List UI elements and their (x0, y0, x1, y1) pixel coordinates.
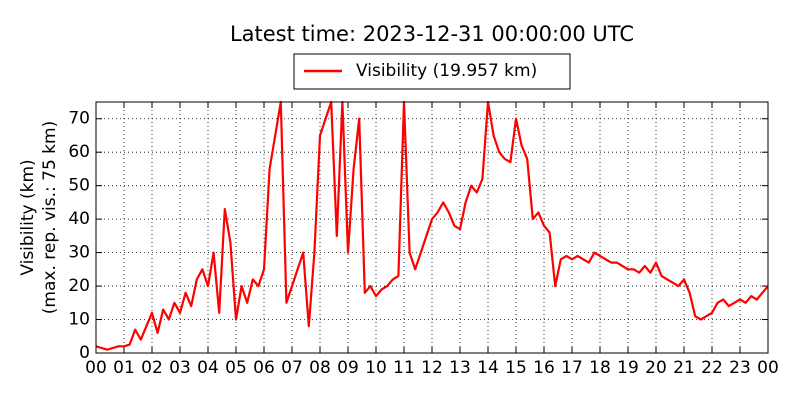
x-tick-label: 07 (281, 358, 303, 378)
x-tick-label: 23 (729, 358, 751, 378)
chart-title: Latest time: 2023-12-31 00:00:00 UTC (230, 22, 634, 46)
legend-label: Visibility (19.957 km) (356, 61, 537, 81)
y-tick-label: 50 (68, 176, 90, 196)
y-tick-label: 60 (68, 142, 90, 162)
y-tick-label: 40 (68, 209, 90, 229)
x-tick-label: 21 (673, 358, 695, 378)
y-tick-label: 10 (68, 310, 90, 330)
y-axis-label: Visibility (km) (18, 159, 38, 275)
x-tick-label: 18 (589, 358, 611, 378)
y-tick-label: 30 (68, 243, 90, 263)
y-tick-label: 20 (68, 276, 90, 296)
y-axis-label: (max. rep. vis.: 75 km) (40, 121, 60, 314)
x-tick-label: 13 (449, 358, 471, 378)
x-tick-label: 00 (757, 358, 779, 378)
x-tick-label: 14 (477, 358, 499, 378)
y-tick-label: 70 (68, 109, 90, 129)
x-tick-label: 06 (253, 358, 275, 378)
x-tick-label: 20 (645, 358, 667, 378)
x-tick-label: 05 (225, 358, 247, 378)
x-tick-label: 12 (421, 358, 443, 378)
x-tick-label: 08 (309, 358, 331, 378)
x-tick-label: 11 (393, 358, 415, 378)
x-tick-label: 15 (505, 358, 527, 378)
x-tick-label: 17 (561, 358, 583, 378)
x-tick-label: 16 (533, 358, 555, 378)
x-tick-label: 10 (365, 358, 387, 378)
x-tick-label: 04 (197, 358, 219, 378)
data-line (95, 100, 769, 351)
plot-frame (95, 101, 769, 354)
x-tick-label: 19 (617, 358, 639, 378)
x-tick-label: 01 (113, 358, 135, 378)
x-tick-label: 00 (85, 358, 107, 378)
x-tick-label: 22 (701, 358, 723, 378)
y-tick-label: 0 (79, 343, 90, 363)
x-tick-label: 03 (169, 358, 191, 378)
x-tick-label: 02 (141, 358, 163, 378)
x-tick-label: 09 (337, 358, 359, 378)
